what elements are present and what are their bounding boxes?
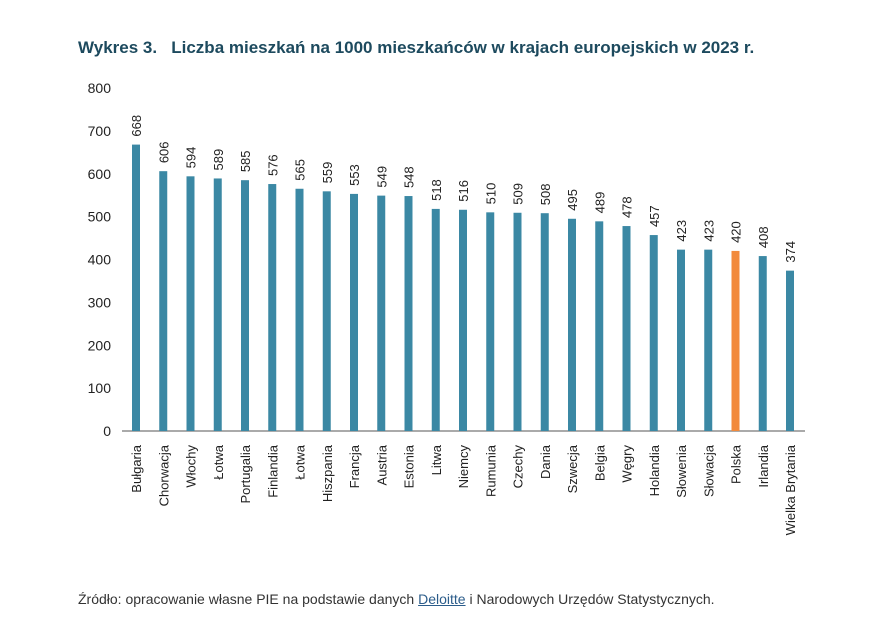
bar-Polska [731,250,740,431]
bar-Chorwacja [159,171,168,432]
source-suffix: i Narodowych Urzędów Statystycznych. [465,591,715,607]
y-tick-label: 400 [88,252,112,268]
x-tick-label: Litwa [429,444,444,475]
data-label: 548 [402,166,417,188]
bar-Dania [540,213,549,431]
x-tick-label: Niemcy [456,445,471,489]
bar-Finlandia [268,184,277,431]
x-tick-label: Słowenia [674,444,689,498]
data-label: 668 [129,115,144,137]
x-tick-label: Holandia [647,444,662,496]
data-label: 374 [783,241,798,263]
x-tick-label: Portugalia [238,444,253,503]
data-label: 420 [729,221,744,243]
bar-Wielka Brytania [786,270,794,431]
data-label: 594 [184,147,199,169]
data-label: 549 [374,166,389,188]
bar-Estonia [404,196,413,431]
data-label: 408 [756,226,771,248]
x-tick-label: Irlandia [756,444,771,487]
bar-Rumunia [486,212,495,431]
bar-Włochy [186,176,195,431]
data-label: 589 [211,149,226,171]
y-tick-label: 0 [103,423,111,439]
data-label: 559 [320,162,335,184]
x-tick-label: Estonia [402,444,417,488]
x-tick-label: Wielka Brytania [783,444,798,535]
x-tick-label: Chorwacja [156,444,171,506]
bar-Węgry [622,226,631,431]
data-label: 516 [456,180,471,202]
x-tick-label: Szwecja [565,444,580,493]
x-tick-label: Austria [374,444,389,485]
x-tick-label: Słowacja [701,444,716,497]
bar-Słowenia [677,249,685,431]
y-tick-label: 500 [88,209,112,225]
x-tick-label: Bułgaria [129,444,144,492]
x-tick-label: Polska [729,444,744,484]
x-tick-label: Belgia [592,444,607,481]
bar-Holandia [649,235,658,431]
bar-Belgia [595,221,604,431]
bar-Austria [377,195,386,431]
x-tick-label: Łotwa [211,444,226,479]
bar-Francja [350,193,358,431]
data-label: 495 [565,189,580,211]
data-label: 510 [483,183,498,205]
data-label: 576 [265,154,280,176]
y-tick-label: 800 [88,80,112,96]
source-note: Źródło: opracowanie własne PIE na podsta… [78,591,715,607]
x-tick-label: Hiszpania [320,444,335,502]
y-tick-label: 100 [88,380,112,396]
bar-Irlandia [758,256,767,431]
source-prefix: Źródło: opracowanie własne PIE na podsta… [78,591,419,607]
data-label: 509 [511,183,526,205]
y-tick-label: 200 [88,337,112,353]
bar-Niemcy [459,209,467,431]
data-label: 518 [429,179,444,201]
data-label: 423 [674,220,689,242]
bar-Szwecja [568,218,576,431]
bar-Hiszpania [322,191,331,431]
data-label: 489 [592,192,607,214]
x-tick-label: Czechy [511,445,526,489]
x-tick-label: Finlandia [265,444,280,498]
y-tick-label: 700 [88,123,112,139]
x-tick-label: Węgry [620,445,635,483]
x-tick-label: Rumunia [483,444,498,497]
data-label: 423 [701,220,716,242]
data-label: 585 [238,150,253,172]
chart-title: Wykres 3. Liczba mieszkań na 1000 mieszk… [78,38,755,57]
y-tick-label: 300 [88,294,112,310]
data-label: 508 [538,183,553,205]
x-tick-label: Francja [347,444,362,488]
bar-Bułgaria [132,144,140,431]
x-tick-label: Włochy [184,445,199,488]
data-label: 457 [647,205,662,227]
bar-Łotwa [295,188,304,431]
bar-Portugalia [241,180,249,431]
data-label: 565 [293,159,308,181]
y-tick-label: 600 [88,166,112,182]
data-label: 478 [620,196,635,218]
source-link-deloitte[interactable]: Deloitte [418,591,466,607]
data-label: 606 [156,141,171,163]
data-label: 553 [347,164,362,186]
bar-Czechy [513,212,522,431]
x-tick-label: Łotwa [293,444,308,479]
bar-Słowacja [704,249,713,431]
bar-Litwa [431,208,440,431]
x-tick-label: Dania [538,444,553,479]
bar-Łotwa [213,178,222,431]
